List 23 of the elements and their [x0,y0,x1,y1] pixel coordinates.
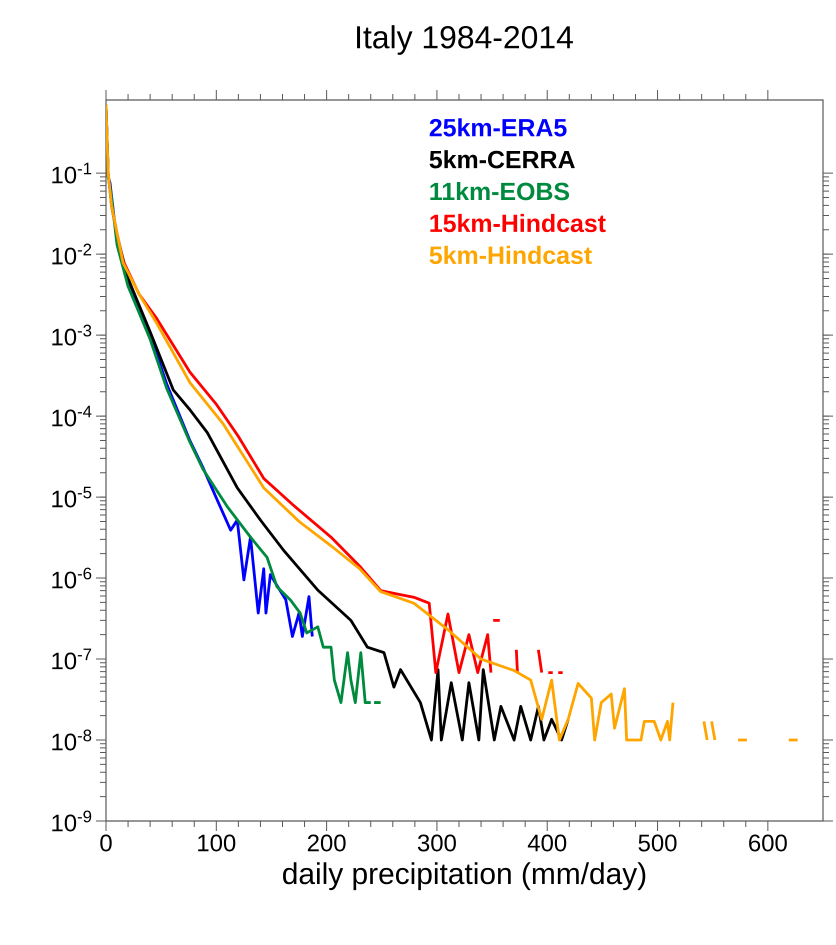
x-axis-title: daily precipitation (mm/day) [283,862,646,890]
y-tick-label: 10$^{-7}$ [52,648,92,670]
y-tick-label: 10$^{-9}$ [52,810,92,832]
y-tick-label: 10$^{-3}$ [52,324,92,346]
y-tick-label: 10$^{-6}$ [52,568,92,589]
x-tick-label: 200 [308,834,346,852]
x-tick-label: 100 [198,834,236,852]
text: 11km-EOBS [430,182,570,200]
x-tick-label: 500 [638,834,677,852]
x-tick-label: 600 [749,834,787,852]
y-tick-label: 10$^{-1}$ [52,162,92,184]
y-tick-label: 10$^{-8}$ [52,730,92,750]
x-tick-label: 0 [100,834,112,852]
x-tick-label: 300 [418,834,456,852]
y-tick-label: 10$^{-2}$ [52,244,92,265]
text: 5km-CERRA [430,150,575,168]
text: 5km-Hindcast [430,246,592,264]
text: 25km-ERA5 [430,118,567,137]
y-tick-label: 10$^{-4}$ [52,406,92,426]
text: 15km-Hindcast [430,214,606,232]
y-tick-label: 10$^{-5}$ [52,486,92,508]
x-tick-label: 400 [528,834,566,852]
chart-title: Italy 1984-2014 [357,25,573,55]
